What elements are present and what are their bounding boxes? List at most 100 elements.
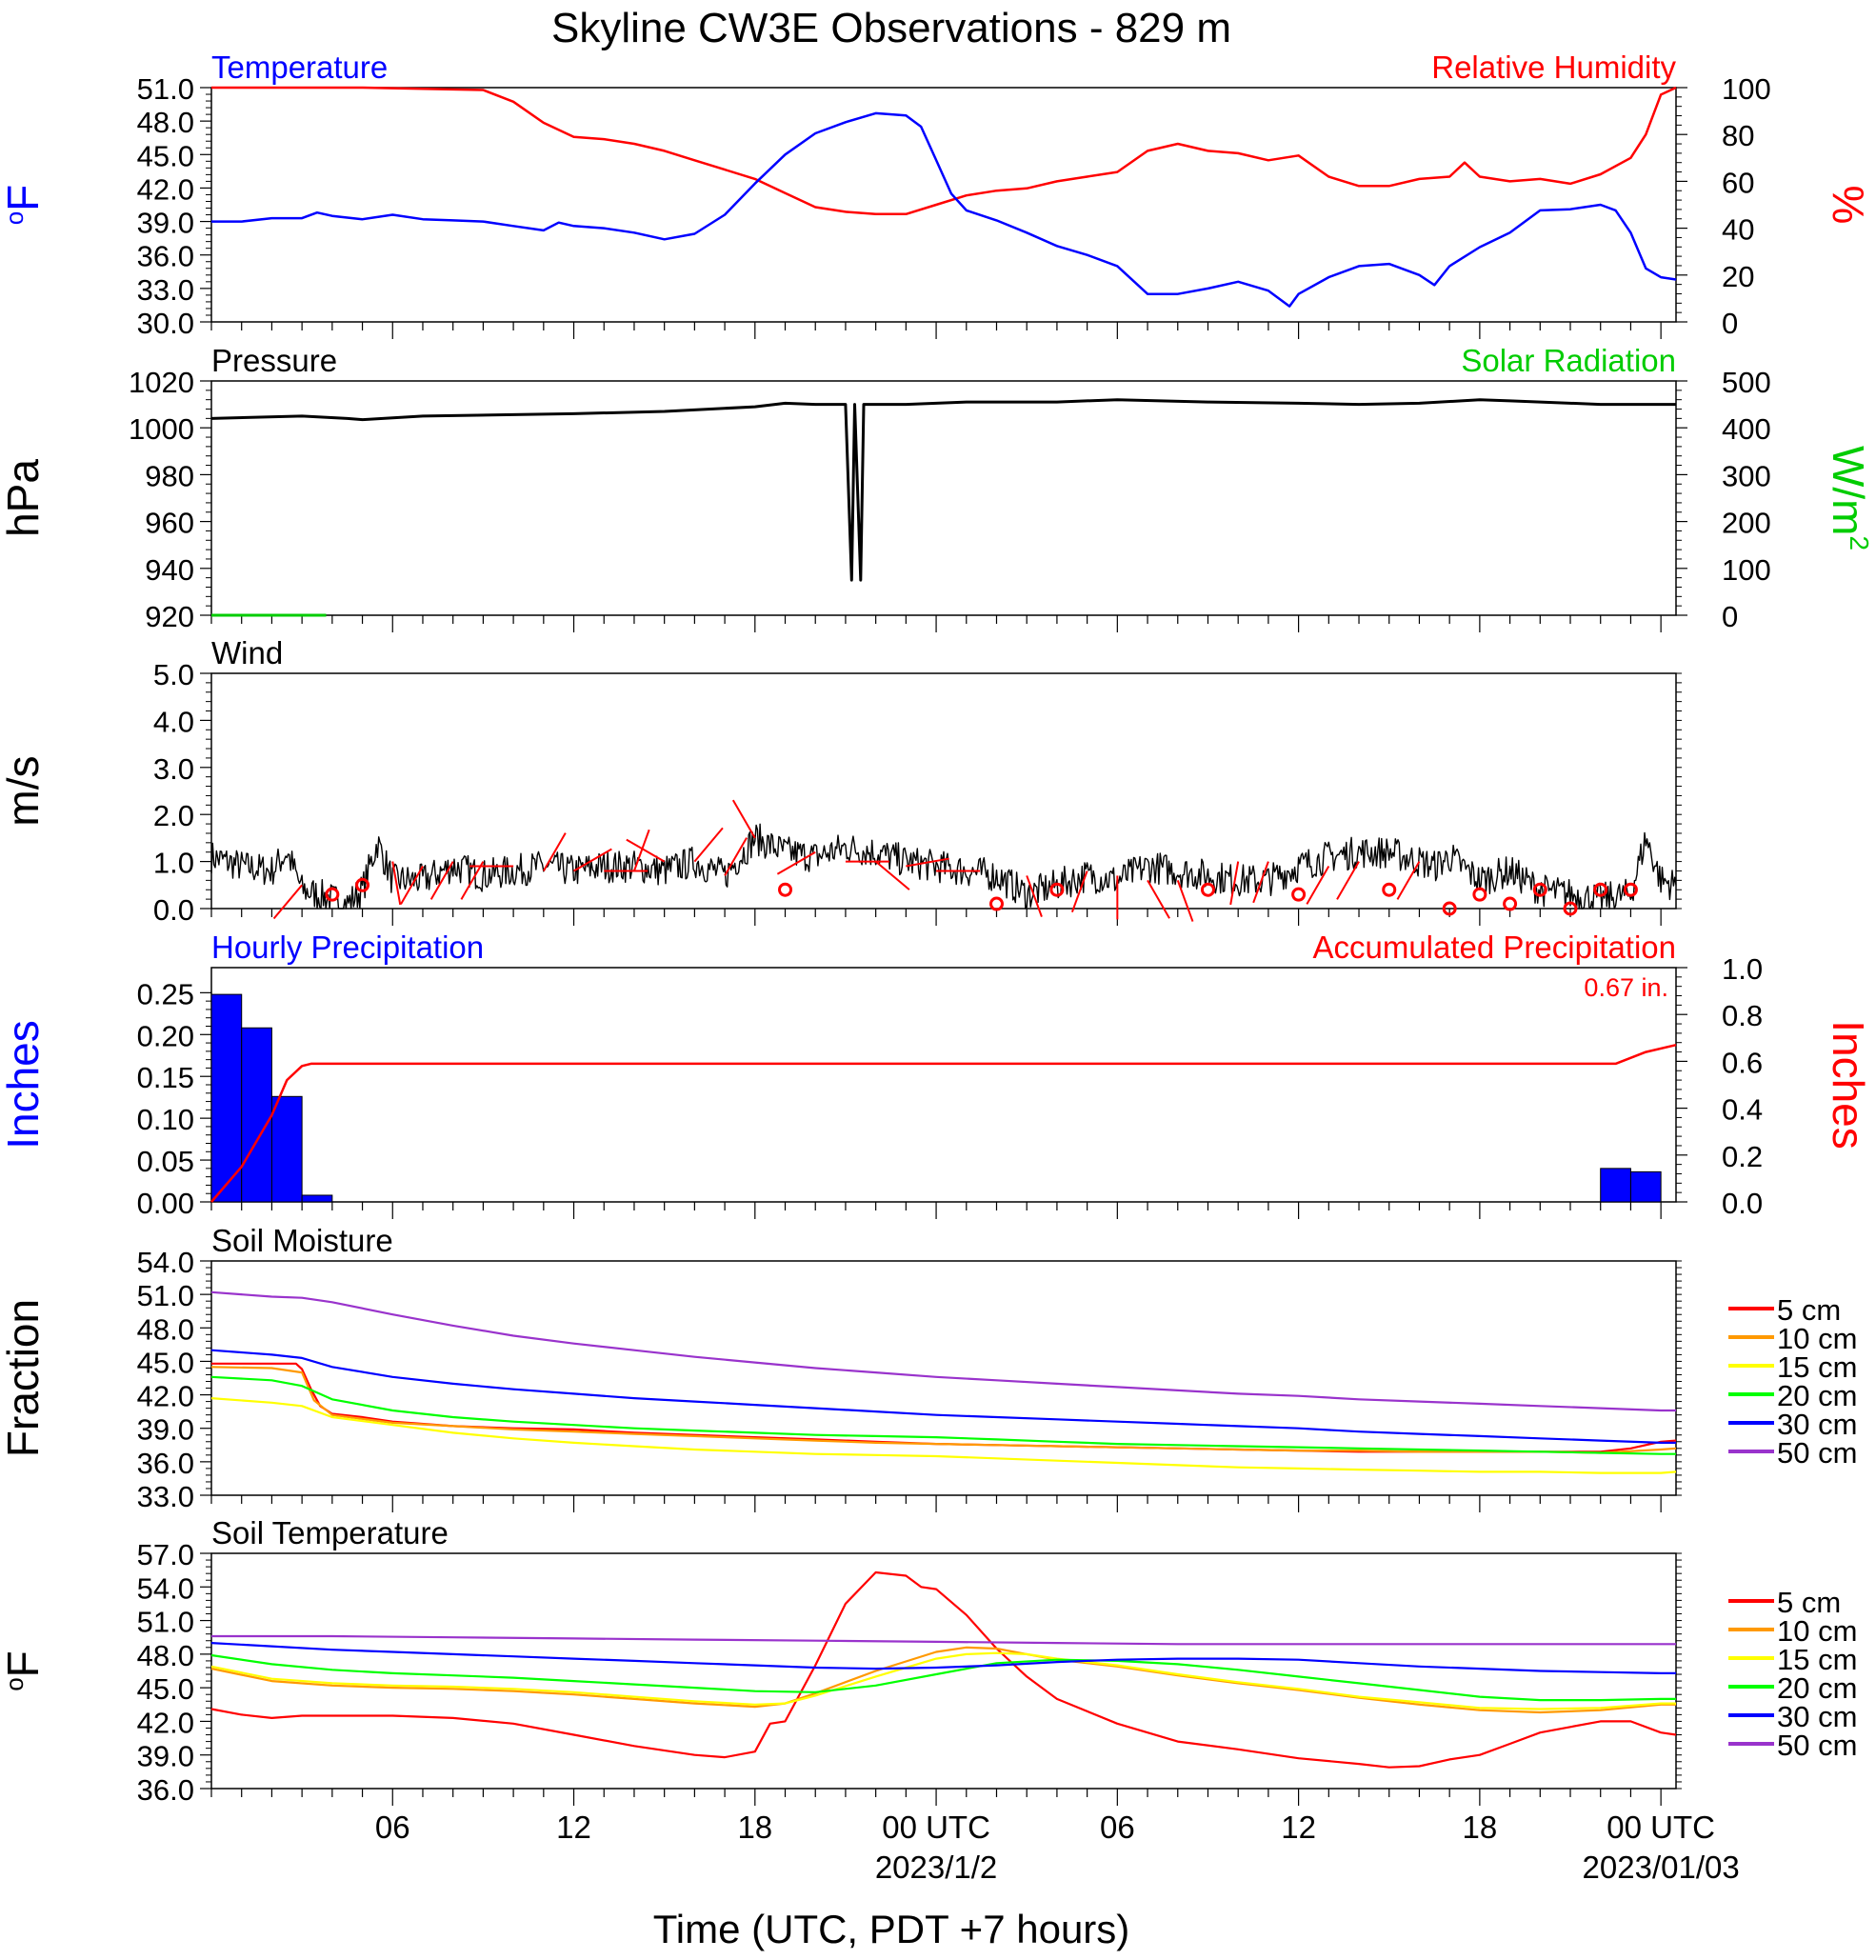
wind-barb xyxy=(693,827,724,863)
y-tick-label: 500 xyxy=(1722,366,1771,399)
calm-wind-marker xyxy=(1200,882,1215,897)
soil-series-30cm xyxy=(210,1642,1676,1674)
wind-barb xyxy=(1229,861,1240,906)
calm-wind-marker xyxy=(1563,901,1578,916)
y-tick-label: 54.0 xyxy=(137,1571,194,1605)
wind-barb xyxy=(906,857,949,868)
y-tick-label: 100 xyxy=(1722,72,1771,106)
wind-barb xyxy=(1070,870,1088,913)
x-axis-label: Time (UTC, PDT +7 hours) xyxy=(653,1907,1130,1951)
y-tick-label: 48.0 xyxy=(137,106,194,139)
soil-panel-title: Soil Temperature xyxy=(211,1515,449,1550)
x-tick-date-label: 2023/01/03 xyxy=(1583,1850,1740,1885)
y-tick-label: 0.2 xyxy=(1722,1140,1763,1173)
y-tick-label: 0 xyxy=(1722,600,1738,633)
hourly-precip-bar xyxy=(1600,1168,1631,1203)
soil-moisture-axis-label: Fraction xyxy=(0,1299,48,1457)
x-tick-label: 12 xyxy=(556,1810,591,1845)
y-tick-label: 42.0 xyxy=(137,1380,194,1413)
wind-barb xyxy=(1306,866,1330,905)
x-tick-date-label: 2023/1/2 xyxy=(875,1850,997,1885)
y-tick-label: 980 xyxy=(145,459,194,492)
y-tick-label: 100 xyxy=(1722,553,1771,587)
legend-label: 10 cm xyxy=(1777,1614,1857,1648)
temperature-series xyxy=(211,111,1677,308)
wind-speed-series xyxy=(210,823,1677,910)
fahrenheit: F xyxy=(0,185,48,211)
pressure-title: Pressure xyxy=(211,343,337,378)
y-tick-label: 940 xyxy=(145,553,194,587)
soil-series-50cm xyxy=(210,1290,1676,1412)
pressure-series xyxy=(210,398,1676,582)
soil-panel-title: Soil Moisture xyxy=(211,1223,393,1258)
wind-barb xyxy=(1176,880,1194,922)
wind-barb xyxy=(391,861,402,906)
accumulated-precip-series xyxy=(210,1043,1677,1203)
y-tick-label: 920 xyxy=(145,600,194,633)
wind-barb xyxy=(875,860,910,890)
hourly-precip-bar xyxy=(210,993,243,1203)
panel-soil-moisture: 33.036.039.042.045.048.051.054.0 Soil Moi… xyxy=(0,1223,1857,1513)
wind-barb xyxy=(460,861,485,900)
x-tick-label: 00 UTC xyxy=(1607,1810,1715,1845)
hourly-precip-bar xyxy=(301,1194,333,1203)
y-tick-label: 5.0 xyxy=(153,658,194,691)
hourly-precip-bar xyxy=(241,1027,272,1203)
soil-series-20cm xyxy=(210,1375,1676,1455)
wind-barb xyxy=(573,848,612,872)
solar-unit-base: W/m xyxy=(1824,446,1873,536)
legend-label: 20 cm xyxy=(1777,1379,1857,1412)
soil-temp-axis-label: oF xyxy=(0,1650,48,1691)
y-tick-label: 51.0 xyxy=(137,72,194,106)
y-tick-label: 200 xyxy=(1722,507,1771,540)
y-tick-label: 80 xyxy=(1722,119,1754,152)
hourly-precip-bar xyxy=(1629,1170,1662,1203)
soil-series-15cm xyxy=(210,1651,1676,1710)
x-tick-label: 00 UTC xyxy=(882,1810,990,1845)
calm-wind-marker xyxy=(1503,896,1518,911)
wind-title: Wind xyxy=(211,635,283,670)
wind-barb xyxy=(400,866,424,905)
plot-frame xyxy=(210,87,1677,323)
pressure-axis-label: hPa xyxy=(0,459,48,537)
hourly-precip-axis-label: Inches xyxy=(0,1020,48,1150)
solar-title: Solar Radiation xyxy=(1461,343,1676,378)
soil-series-20cm xyxy=(210,1653,1676,1702)
temp-axis-label: oF xyxy=(0,185,48,226)
calm-wind-marker xyxy=(988,896,1004,911)
y-tick-label: 0.20 xyxy=(137,1019,194,1052)
y-tick-label: 36.0 xyxy=(137,1773,194,1807)
calm-wind-marker xyxy=(778,882,793,897)
wind-barb xyxy=(776,850,816,875)
solar-unit-exponent: 2 xyxy=(1845,535,1874,550)
y-tick-label: 20 xyxy=(1722,260,1754,293)
plot-frame xyxy=(210,1260,1677,1496)
x-tick-label: 06 xyxy=(375,1810,410,1845)
y-tick-label: 39.0 xyxy=(137,207,194,240)
wind-barb xyxy=(731,799,756,839)
x-tick-label: 18 xyxy=(737,1810,772,1845)
soil-series-15cm xyxy=(210,1397,1677,1474)
y-tick-label: 36.0 xyxy=(137,1447,194,1480)
degree-sign: o xyxy=(0,1677,29,1690)
y-tick-label: 0.0 xyxy=(1722,1187,1763,1220)
wind-barb xyxy=(429,861,454,900)
y-tick-label: 51.0 xyxy=(137,1606,194,1639)
y-tick-label: 45.0 xyxy=(137,139,194,172)
calm-wind-marker xyxy=(1291,887,1307,902)
temp-title: Temperature xyxy=(211,50,388,85)
y-tick-label: 45.0 xyxy=(137,1346,194,1379)
y-tick-label: 4.0 xyxy=(153,705,194,738)
y-tick-label: 0.0 xyxy=(153,893,194,927)
fahrenheit: F xyxy=(0,1650,48,1677)
y-tick-label: 39.0 xyxy=(137,1413,194,1447)
legend-label: 15 cm xyxy=(1777,1350,1857,1384)
soil-series-10cm xyxy=(210,1366,1677,1454)
wind-barb xyxy=(626,838,666,863)
rh-title: Relative Humidity xyxy=(1431,50,1676,85)
y-tick-label: 0.10 xyxy=(137,1103,194,1136)
panel-pressure-solar: 920 940 960 980 1000 1020 0 100 200 300 400 500 Pres… xyxy=(0,343,1874,633)
legend-label: 15 cm xyxy=(1777,1643,1857,1676)
wind-axis-label: m/s xyxy=(0,755,48,826)
